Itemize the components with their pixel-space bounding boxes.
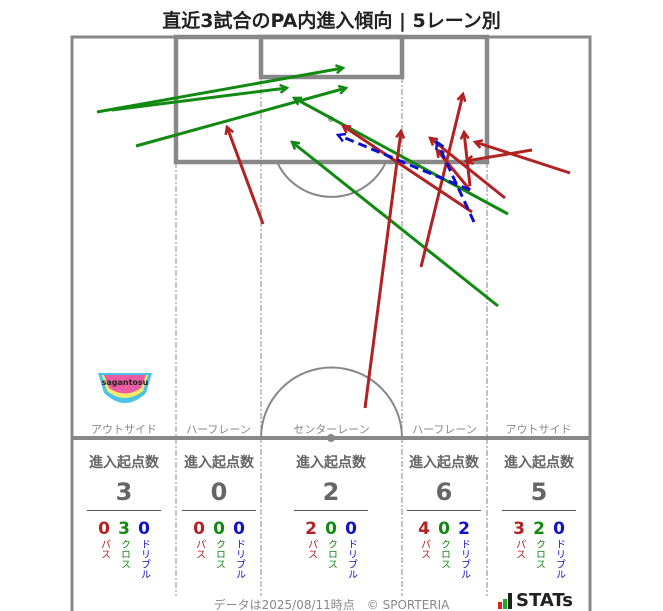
divider bbox=[182, 510, 256, 511]
cross-count: 0 クロス bbox=[438, 519, 450, 569]
entry-arrows bbox=[96, 68, 571, 409]
stats-brand: STATs bbox=[498, 590, 573, 611]
penalty-arc bbox=[277, 163, 386, 198]
stat-heading: 進入起点数 bbox=[296, 455, 366, 471]
pass-arrow bbox=[363, 131, 401, 409]
divider bbox=[407, 510, 481, 511]
cross-count: 0 クロス bbox=[325, 519, 337, 569]
stat-heading: 進入起点数 bbox=[184, 455, 254, 471]
goal-area bbox=[258, 34, 405, 80]
center-circle bbox=[260, 366, 403, 439]
cross-count: 2 クロス bbox=[533, 519, 545, 569]
pass-arrow bbox=[227, 127, 265, 225]
dribble-count: 0 ドリブル bbox=[233, 519, 245, 579]
lane-label-outside-right: アウトサイド bbox=[505, 423, 572, 436]
dribble-count: 0 ドリブル bbox=[138, 519, 150, 579]
pass-count: 4 パス bbox=[418, 519, 430, 559]
dribble-arrow bbox=[437, 142, 476, 223]
pass-count: 3 パス bbox=[513, 519, 525, 559]
cross-arrow bbox=[294, 98, 509, 216]
cross-arrow bbox=[96, 68, 343, 114]
chart-title: 直近3試合のPA内進入傾向 | 5レーン別 bbox=[162, 10, 501, 32]
stat-heading: 進入起点数 bbox=[409, 455, 479, 471]
divider bbox=[87, 510, 161, 511]
lane-label-outside-left: アウトサイド bbox=[91, 423, 157, 436]
cross-arrow bbox=[292, 142, 499, 308]
pass-arrow bbox=[475, 142, 571, 175]
dribble-arrow bbox=[338, 135, 471, 192]
stat-total: 0 bbox=[210, 478, 228, 506]
divider bbox=[502, 510, 576, 511]
stat-total: 3 bbox=[115, 478, 133, 506]
lane-label-center: センターレーン bbox=[293, 423, 370, 436]
pass-count: 2 パス bbox=[305, 519, 317, 559]
penalty-box bbox=[173, 34, 490, 165]
lane-dividers bbox=[175, 77, 488, 596]
cross-arrow bbox=[111, 88, 287, 112]
lane-label-halflane-left: ハーフレーン bbox=[186, 423, 251, 436]
cross-count: 3 クロス bbox=[118, 519, 130, 569]
lane-label-halflane-right: ハーフレーン bbox=[412, 423, 477, 436]
stats-logo-icon bbox=[498, 592, 512, 609]
team-logo: sagantosu bbox=[98, 373, 152, 403]
stat-total: 5 bbox=[530, 478, 548, 506]
divider bbox=[294, 510, 368, 511]
svg-text:sagantosu: sagantosu bbox=[102, 378, 149, 387]
cross-arrow bbox=[135, 88, 346, 148]
pass-count: 0 パス bbox=[193, 519, 205, 559]
pass-arrow bbox=[419, 94, 463, 268]
dribble-count: 2 ドリブル bbox=[458, 519, 470, 579]
lane-stats: 進入起点数 3 0 パス 3 クロス 0 ドリブル bbox=[74, 452, 174, 579]
dribble-count: 0 ドリブル bbox=[345, 519, 357, 579]
lane-stats: 進入起点数 5 3 パス 2 クロス 0 ドリブル bbox=[489, 452, 589, 579]
footer-note: データは2025/08/11時点 © SPORTERIA bbox=[213, 598, 450, 611]
pass-arrow bbox=[466, 148, 533, 161]
center-spot bbox=[327, 434, 335, 442]
dribble-count: 0 ドリブル bbox=[553, 519, 565, 579]
stat-heading: 進入起点数 bbox=[504, 455, 574, 471]
cross-count: 0 クロス bbox=[213, 519, 225, 569]
pass-arrow bbox=[343, 126, 473, 214]
stat-total: 2 bbox=[322, 478, 340, 506]
lane-stats: 進入起点数 2 2 パス 0 クロス 0 ドリブル bbox=[281, 452, 381, 579]
stat-heading: 進入起点数 bbox=[89, 455, 159, 471]
lane-stats: 進入起点数 6 4 パス 0 クロス 2 ドリブル bbox=[394, 452, 494, 579]
stat-total: 6 bbox=[435, 478, 453, 506]
lane-stats: 進入起点数 0 0 パス 0 クロス 0 ドリブル bbox=[169, 452, 269, 579]
pass-count: 0 パス bbox=[98, 519, 110, 559]
